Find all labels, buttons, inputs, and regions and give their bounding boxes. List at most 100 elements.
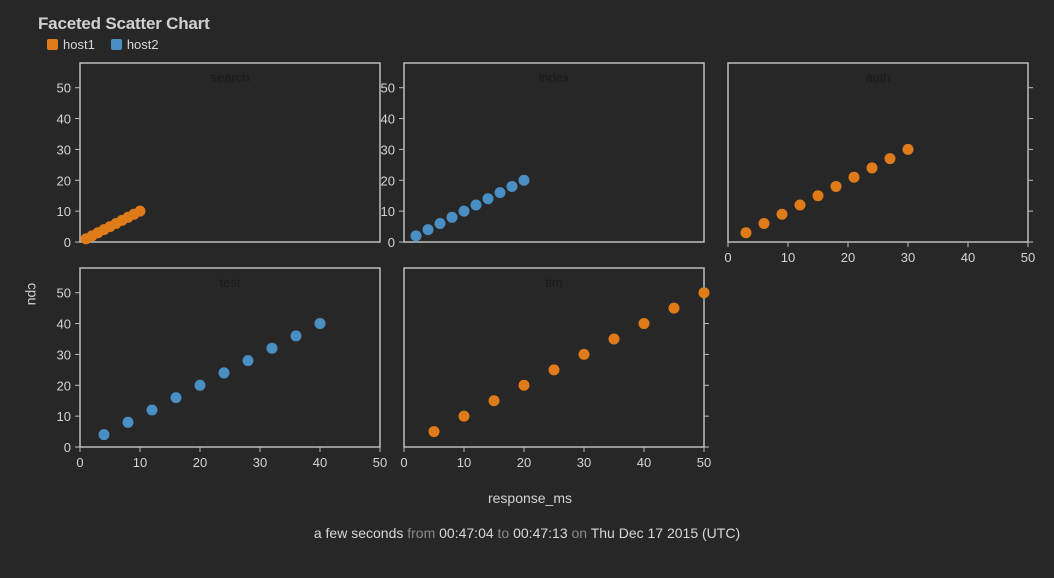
x-tick-label-test: 30 [253,455,267,470]
time-range-start: 00:47:04 [439,525,494,541]
y-tick-label-test: 10 [57,409,71,424]
x-tick-label-auth: 30 [901,250,915,265]
data-point-tim [548,364,560,376]
y-tick-label-search: 30 [57,142,71,157]
data-point-tim [458,410,470,422]
y-axis-label: cpu [25,283,41,306]
data-point-index [434,217,446,229]
x-tick-label-auth: 10 [781,250,795,265]
data-point-auth [776,208,788,220]
data-point-auth [848,171,860,183]
time-range-from-label: from [407,525,436,541]
time-range-to-label: to [497,525,510,541]
data-point-search [134,205,146,217]
data-point-index [410,230,422,242]
time-range-end: 00:47:13 [513,525,568,541]
y-tick-label-search: 50 [57,81,71,96]
data-point-index [422,224,434,236]
facet-title-test: test [220,275,241,290]
data-point-index [458,205,470,217]
data-point-test [290,330,302,342]
x-tick-label-auth: 40 [961,250,975,265]
data-point-index [494,187,506,199]
data-point-tim [608,333,620,345]
data-point-index [518,174,530,186]
x-tick-label-tim: 50 [697,455,711,470]
y-tick-label-index: 40 [381,112,395,127]
data-point-tim [638,318,650,330]
y-tick-label-index: 50 [381,81,395,96]
data-point-test [194,379,206,391]
y-tick-label-test: 30 [57,347,71,362]
facet-frame-auth [727,62,1029,243]
x-tick-label-test: 20 [193,455,207,470]
data-point-test [122,416,134,428]
facet-title-auth: auth [865,70,890,85]
data-point-tim [428,426,440,438]
data-point-test [266,342,278,354]
legend-label-host1: host1 [63,37,95,52]
data-point-test [242,355,254,367]
data-point-auth [758,217,770,229]
data-point-test [98,429,110,441]
data-point-auth [740,227,752,239]
y-tick-label-search: 0 [64,235,71,250]
facet-title-index: index [538,70,570,85]
facet-frame-search [79,62,381,243]
data-point-tim [488,395,500,407]
y-tick-label-index: 30 [381,142,395,157]
facet-frame-test [79,267,381,448]
data-point-test [314,318,326,330]
y-tick-label-index: 20 [381,173,395,188]
data-point-auth [794,199,806,211]
data-point-auth [830,180,842,192]
y-tick-label-test: 20 [57,378,71,393]
x-tick-label-tim: 10 [457,455,471,470]
data-point-tim [518,379,530,391]
facet-frame-index [403,62,705,243]
data-point-auth [866,162,878,174]
facet-title-search: search [210,70,249,85]
facet-frame-tim [403,267,705,448]
x-tick-label-tim: 20 [517,455,531,470]
x-tick-label-auth: 0 [724,250,731,265]
x-tick-label-test: 40 [313,455,327,470]
time-range-duration: a few seconds [313,525,404,541]
time-range-footer: a few seconds from 00:47:04 to 00:47:13 … [0,525,1054,541]
x-tick-label-auth: 50 [1021,250,1035,265]
x-tick-label-auth: 20 [841,250,855,265]
y-tick-label-test: 50 [57,286,71,301]
y-tick-label-test: 0 [64,440,71,455]
x-tick-label-tim: 0 [400,455,407,470]
facet-title-tim: tim [545,275,562,290]
y-tick-label-search: 10 [57,204,71,219]
data-point-tim [698,287,710,299]
y-tick-label-search: 20 [57,173,71,188]
time-range-on-label: on [571,525,588,541]
data-point-tim [578,348,590,360]
data-point-auth [884,153,896,165]
data-point-index [470,199,482,211]
legend-swatch-host1 [47,39,58,50]
legend: host1 host2 [47,37,159,52]
legend-item-host1[interactable]: host1 [47,37,95,52]
x-axis-label: response_ms [488,490,572,506]
x-tick-label-tim: 30 [577,455,591,470]
x-tick-label-test: 50 [373,455,387,470]
data-point-test [218,367,230,379]
chart-title: Faceted Scatter Chart [38,14,210,33]
data-point-index [446,211,458,223]
data-point-auth [812,190,824,202]
legend-label-host2: host2 [126,37,159,52]
time-range-date: Thu Dec 17 2015 (UTC) [590,525,741,541]
y-tick-label-index: 10 [381,204,395,219]
data-point-test [170,392,182,404]
y-tick-label-index: 0 [388,235,395,250]
y-tick-label-test: 40 [57,317,71,332]
x-tick-label-tim: 40 [637,455,651,470]
data-point-auth [902,143,914,155]
legend-item-host2[interactable]: host2 [110,37,159,52]
x-tick-label-test: 10 [133,455,147,470]
x-tick-label-test: 0 [76,455,83,470]
